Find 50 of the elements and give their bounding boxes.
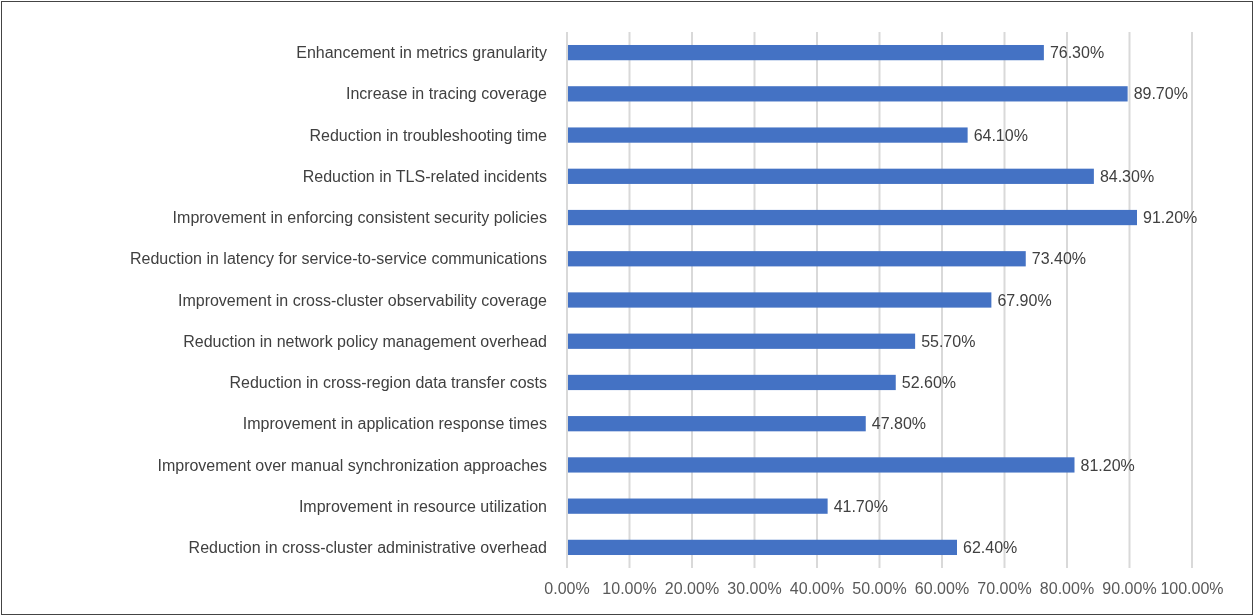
bar (567, 416, 866, 432)
y-tick-label: Increase in tracing coverage (346, 85, 548, 103)
bar (567, 127, 968, 143)
y-tick-label: Reduction in cross-region data transfer costs (229, 374, 547, 392)
x-tick-label: 80.00% (1039, 580, 1095, 597)
bar (567, 498, 828, 514)
data-label: 47.80% (871, 415, 927, 433)
x-tick-label: 90.00% (1102, 580, 1157, 597)
y-tick-label: Enhancement in metrics granularity (296, 44, 547, 62)
x-tick-label: 20.00% (664, 580, 720, 597)
bar (567, 168, 1094, 184)
data-label: 62.40% (963, 538, 1018, 556)
bar (567, 374, 896, 391)
data-label: 73.40% (1031, 250, 1087, 268)
bar (567, 86, 1128, 102)
x-tick-label: 10.00% (602, 580, 657, 597)
x-tick-label: 100.00% (1160, 580, 1224, 597)
y-tick-label: Reduction in network policy management overhead (183, 332, 547, 350)
data-label: 67.90% (997, 291, 1052, 309)
data-label: 76.30% (1049, 44, 1105, 62)
data-label: 84.30% (1099, 167, 1155, 185)
bar (567, 209, 1137, 226)
bar (567, 539, 957, 556)
bar (567, 457, 1075, 473)
y-tick-label: Reduction in TLS-related incidents (302, 167, 547, 185)
data-label: 64.10% (973, 126, 1028, 144)
y-tick-label: Improvement over manual synchronization approaches (157, 456, 547, 474)
y-tick-label: Reduction in latency for service-to-service communications (129, 250, 547, 268)
x-tick-label: 50.00% (852, 580, 907, 597)
bar (567, 251, 1026, 267)
bar (567, 292, 992, 308)
x-tick-label: 60.00% (914, 580, 970, 597)
y-tick-label: Improvement in enforcing consistent security policies (172, 209, 547, 227)
data-label: 81.20% (1080, 456, 1135, 474)
y-tick-label: Improvement in application response times (242, 415, 547, 433)
y-tick-label: Improvement in cross-cluster observability coverage (177, 291, 548, 309)
bar (567, 333, 916, 349)
data-label: 55.70% (921, 332, 976, 350)
x-tick-label: 70.00% (977, 580, 1032, 597)
y-tick-label: Reduction in troubleshooting time (309, 126, 548, 144)
y-tick-label: Improvement in resource utilization (298, 497, 547, 515)
x-tick-label: 30.00% (727, 580, 782, 597)
x-tick-label: 40.00% (789, 580, 845, 597)
data-label: 89.70% (1133, 85, 1188, 103)
data-label: 91.20% (1143, 209, 1198, 227)
bar (567, 44, 1044, 61)
data-label: 41.70% (833, 497, 888, 515)
y-tick-label: Reduction in cross-cluster administrative overhead (188, 538, 547, 556)
data-label: 52.60% (901, 374, 957, 392)
x-tick-label: 0.00% (544, 580, 590, 597)
